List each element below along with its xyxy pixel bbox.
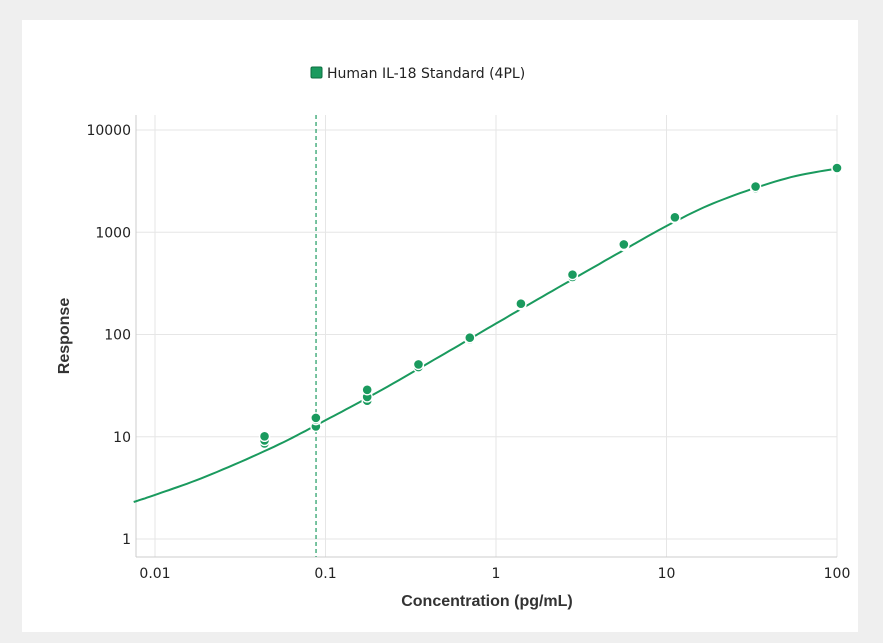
fit-curve-line — [133, 167, 838, 503]
y-tick-label: 1 — [122, 532, 131, 548]
data-point[interactable] — [831, 162, 843, 174]
x-tick-label: 0.01 — [139, 566, 170, 582]
fit-curve-group — [133, 167, 838, 503]
y-tick-label: 10000 — [86, 123, 131, 139]
x-tick-label: 0.1 — [314, 566, 336, 582]
x-axis-title: Concentration (pg/mL) — [401, 593, 573, 610]
legend-label: Human IL-18 Standard (4PL) — [327, 66, 525, 82]
x-tick-label: 1 — [492, 566, 501, 582]
data-point[interactable] — [412, 358, 425, 371]
data-point[interactable] — [361, 384, 373, 396]
x-tick-label: 100 — [824, 566, 851, 582]
data-point[interactable] — [515, 298, 527, 310]
x-tick-label: 10 — [658, 566, 676, 582]
y-tick-labels: 1 10 100 1000 10000 — [86, 123, 131, 548]
data-point[interactable] — [464, 332, 476, 344]
y-axis-title: Response — [56, 298, 73, 375]
data-point[interactable] — [310, 412, 322, 424]
data-point[interactable] — [258, 430, 271, 443]
y-tick-label: 10 — [113, 430, 131, 446]
data-points — [258, 162, 843, 450]
data-point[interactable] — [566, 268, 579, 281]
y-tick-label: 1000 — [95, 225, 131, 241]
x-tick-labels: 0.01 0.1 1 10 100 — [139, 566, 850, 582]
legend[interactable]: Human IL-18 Standard (4PL) — [310, 66, 525, 82]
data-point[interactable] — [618, 238, 630, 251]
data-point[interactable] — [669, 211, 681, 224]
y-tick-label: 100 — [104, 328, 131, 344]
axes — [135, 115, 837, 558]
grid — [136, 115, 838, 557]
legend-swatch-icon — [310, 66, 323, 79]
data-point[interactable] — [749, 180, 762, 193]
chart-panel — [22, 20, 858, 632]
